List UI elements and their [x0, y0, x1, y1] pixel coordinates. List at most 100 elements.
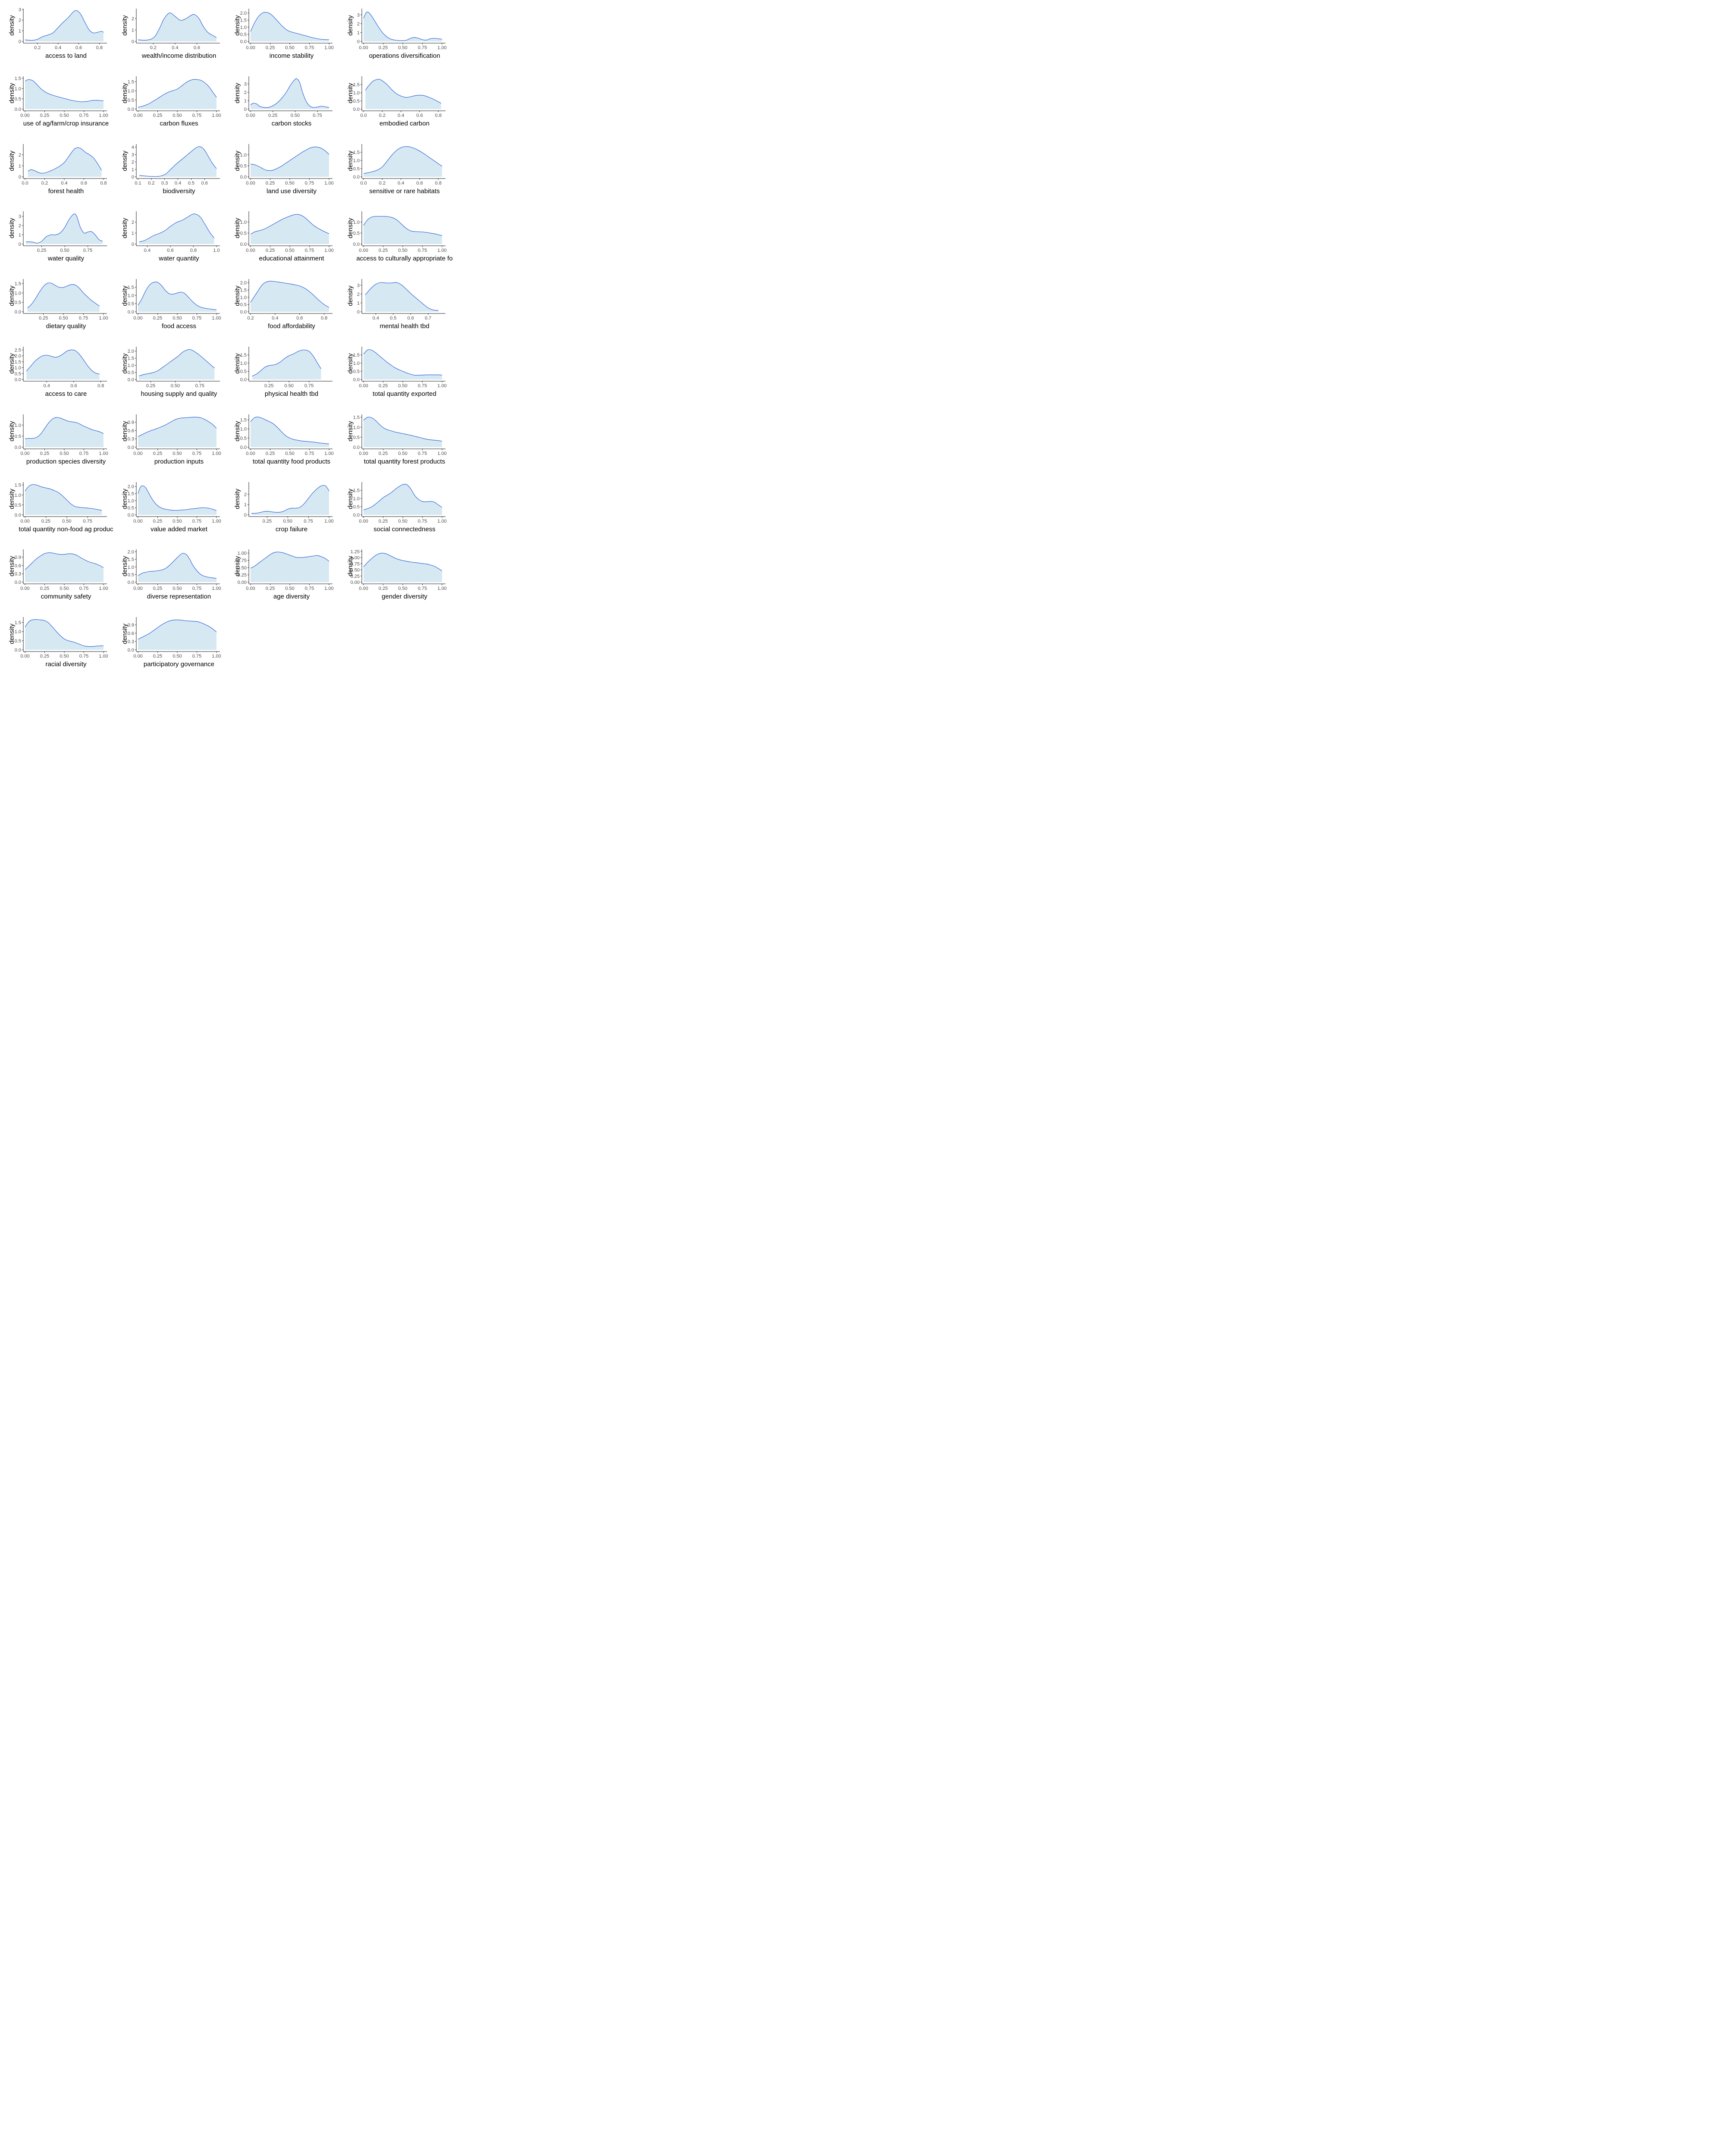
density-chart: 0 1 2 0.4 0.6 0.8 1.0 density water quantity: [121, 211, 220, 262]
x-tick-label: 0.25: [40, 113, 49, 118]
x-tick-label: 0.00: [246, 586, 255, 591]
y-axis-label: density: [8, 556, 16, 577]
y-axis-label: density: [234, 285, 241, 306]
density-panel: 0.0 0.5 1.0 1.5 2.0 0.25 0.50 0.75 density housin…: [113, 344, 226, 411]
x-tick-label: 0.75: [192, 654, 201, 659]
y-tick-label: 0.00: [351, 580, 360, 585]
x-tick-label: 0.00: [133, 316, 142, 321]
x-tick-label: 0.00: [133, 451, 142, 456]
x-tick-label: 0.5: [390, 316, 396, 321]
x-tick-label: 0.3: [161, 181, 168, 186]
density-area: [25, 484, 102, 515]
x-tick-label: 0.50: [283, 519, 292, 524]
density-panel: 0 1 2 0.0 0.2 0.4 0.6 0.8 density forest health: [0, 141, 113, 209]
density-line: [250, 12, 329, 40]
y-tick-label: 0.5: [240, 302, 247, 307]
density-area: [251, 281, 329, 312]
y-tick-label: 3: [132, 152, 134, 157]
y-tick-label: 0: [19, 242, 21, 247]
x-tick-label: 1.00: [99, 586, 108, 591]
density-line: [250, 281, 329, 308]
y-tick-label: 0.9: [128, 420, 134, 425]
density-area: [251, 147, 329, 177]
y-tick-label: 0.9: [128, 623, 134, 628]
y-tick-label: 0.0: [128, 377, 134, 382]
y-tick-label: 0.5: [128, 370, 134, 376]
density-panel: 0 1 2 3 0.2 0.4 0.6 0.8 density access to land: [0, 6, 113, 73]
y-tick-label: 1.0: [240, 25, 247, 30]
density-chart: 0.00.51.01.52.02.5 0.4 0.6 0.8 density access…: [8, 347, 107, 398]
density-chart: 0 1 2 0.25 0.50 0.75 1.00 density crop failure: [234, 482, 334, 533]
density-line: [25, 619, 104, 647]
x-tick-label: 0.2: [34, 45, 41, 50]
y-tick-label: 1.5: [353, 488, 360, 493]
y-tick-label: 0: [19, 39, 21, 44]
y-tick-label: 2.0: [128, 484, 134, 489]
x-tick-label: 0.8: [97, 383, 104, 389]
x-axis-label: biodiversity: [163, 188, 195, 195]
y-tick-label: 1.0: [353, 91, 360, 96]
y-tick-label: 1: [357, 301, 360, 306]
density-panel: 0.0 0.5 1.0 1.5 0.0 0.2 0.4 0.6 0.8 density embodi…: [339, 74, 451, 141]
y-tick-label: 1.0: [240, 220, 247, 225]
density-line: [138, 282, 217, 310]
y-tick-label: 1: [244, 98, 247, 103]
x-axis-label: participatory governance: [144, 661, 214, 668]
y-tick-label: 3: [244, 81, 247, 87]
density-panel: 0.0 0.5 1.0 0.00 0.25 0.50 0.75 1.00 density prod…: [0, 412, 113, 479]
x-axis-label: community safety: [41, 593, 91, 600]
y-tick-label: 0.5: [240, 163, 247, 169]
x-axis-label: access to culturally appropriate fo: [356, 255, 452, 262]
y-tick-label: 0.5: [128, 301, 134, 307]
y-tick-label: 2: [132, 16, 134, 22]
density-area: [138, 417, 216, 447]
y-tick-label: 1: [132, 28, 134, 33]
density-line: [363, 483, 442, 510]
y-axis-label: density: [121, 421, 129, 442]
x-tick-label: 0.25: [379, 586, 388, 591]
x-tick-label: 0.25: [153, 113, 162, 118]
x-axis-label: embodied carbon: [380, 120, 430, 127]
y-tick-label: 0.5: [240, 369, 247, 374]
density-line: [363, 12, 442, 41]
y-tick-label: 0: [132, 175, 134, 180]
y-tick-label: 0.5: [353, 99, 360, 104]
y-axis-label: density: [121, 150, 129, 171]
x-tick-label: 0.25: [153, 586, 162, 591]
density-panel: 0.0 0.5 1.0 1.5 2.0 2.5 0.4 0.6 0.8 density access…: [0, 344, 113, 411]
density-area: [138, 553, 216, 583]
y-tick-label: 0.0: [353, 445, 360, 450]
y-tick-label: 4: [132, 145, 134, 150]
x-tick-label: 0.50: [59, 316, 68, 321]
x-tick-label: 0.25: [266, 248, 275, 253]
density-line: [139, 146, 217, 177]
y-axis-label: density: [8, 421, 16, 442]
density-line: [363, 349, 442, 376]
density-chart: 0.0 0.51.0 1.5 2.0 0.2 0.4 0.6 0.8 density food a…: [234, 279, 332, 330]
density-chart: 0.0 0.5 1.0 0.00 0.25 0.50 0.75 1.00 density educ…: [234, 211, 334, 262]
density-panel: 0 1 2 3 0.4 0.5 0.6 0.7 density mental health tbd: [339, 276, 451, 344]
y-tick-label: 0.0: [15, 310, 21, 315]
density-line: [363, 553, 442, 571]
y-tick-label: 0.5: [353, 231, 360, 236]
x-tick-label: 1.00: [324, 45, 333, 50]
density-chart: 0.0 0.5 1.0 0.00 0.25 0.50 0.75 1.00 density land…: [234, 144, 334, 195]
density-chart: 0.0 0.5 1.0 0.00 0.25 0.50 0.75 1.00 density prod…: [8, 414, 108, 465]
y-tick-label: 3: [19, 7, 21, 13]
y-tick-label: 2: [19, 18, 21, 23]
x-tick-label: 0.6: [416, 113, 423, 118]
x-tick-label: 1.00: [212, 586, 221, 591]
density-panel: 0.00 0.25 0.50 0.75 1.00 0.00 0.25 0.50 0.75 1.00…: [226, 547, 338, 614]
x-tick-label: 1.00: [99, 316, 108, 321]
x-tick-label: 0.6: [70, 383, 77, 389]
y-tick-label: 1.0: [128, 293, 134, 298]
y-axis-label: density: [8, 218, 16, 238]
x-axis-label: value added market: [151, 526, 208, 533]
density-area: [138, 620, 216, 650]
x-tick-label: 0.4: [61, 181, 67, 186]
y-tick-label: 0.0: [128, 445, 134, 450]
x-tick-label: 0.6: [408, 316, 414, 321]
density-chart: 0.0 0.5 1.0 1.5 0.0 0.2 0.4 0.6 0.8 density sensit…: [347, 144, 445, 195]
y-tick-label: 0.3: [15, 572, 21, 577]
x-tick-label: 0.1: [135, 181, 141, 186]
